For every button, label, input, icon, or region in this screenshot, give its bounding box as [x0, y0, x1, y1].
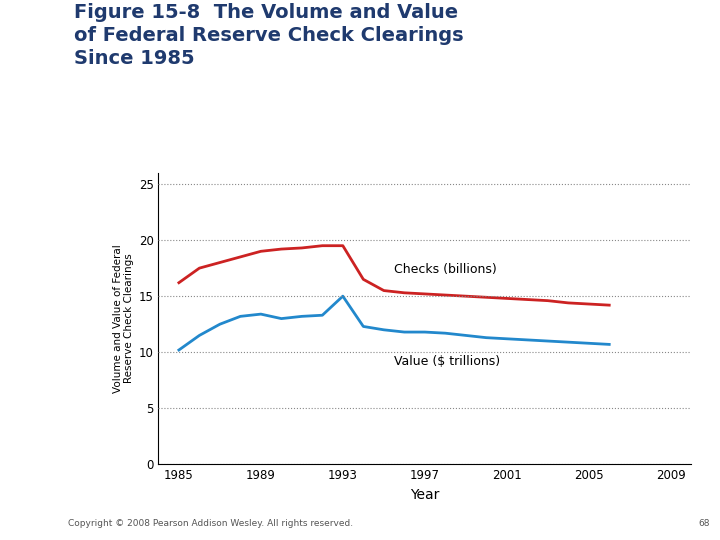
Text: Value ($ trillions): Value ($ trillions)	[394, 355, 500, 368]
Text: Checks (billions): Checks (billions)	[394, 263, 497, 276]
Text: Copyright © 2008 Pearson Addison Wesley. All rights reserved.: Copyright © 2008 Pearson Addison Wesley.…	[68, 519, 353, 528]
Text: 68: 68	[698, 519, 710, 528]
Text: Figure 15-8  The Volume and Value
of Federal Reserve Check Clearings
Since 1985: Figure 15-8 The Volume and Value of Fede…	[74, 3, 464, 67]
Y-axis label: Volume and Value of Federal
Reserve Check Clearings: Volume and Value of Federal Reserve Chec…	[113, 244, 135, 393]
X-axis label: Year: Year	[410, 488, 439, 502]
